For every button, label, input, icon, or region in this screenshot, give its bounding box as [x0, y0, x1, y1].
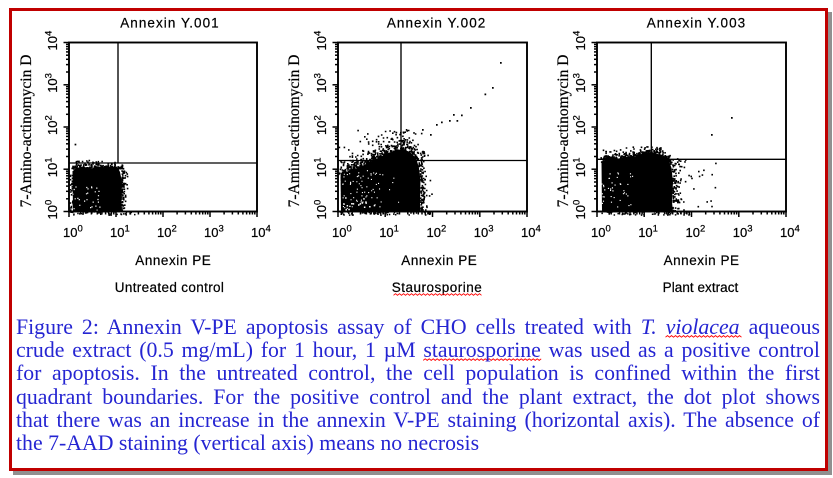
- svg-text:Annexin PE: Annexin PE: [401, 253, 477, 268]
- svg-text:7-Amino-actinomycin D: 7-Amino-actinomycin D: [18, 55, 35, 208]
- svg-text:103: 103: [313, 73, 330, 93]
- svg-text:102: 102: [157, 224, 177, 241]
- svg-text:103: 103: [733, 224, 753, 241]
- svg-text:101: 101: [572, 157, 589, 177]
- svg-text:104: 104: [780, 224, 800, 241]
- svg-text:102: 102: [44, 115, 61, 135]
- svg-text:101: 101: [313, 157, 330, 177]
- svg-text:104: 104: [521, 224, 541, 241]
- svg-text:Annexin Y.003: Annexin Y.003: [647, 16, 746, 31]
- svg-text:104: 104: [572, 31, 589, 51]
- svg-text:101: 101: [44, 157, 61, 177]
- svg-text:102: 102: [313, 115, 330, 135]
- svg-text:Annexin Y.001: Annexin Y.001: [120, 16, 219, 31]
- svg-text:102: 102: [572, 115, 589, 135]
- svg-text:100: 100: [63, 224, 83, 241]
- svg-text:103: 103: [474, 224, 494, 241]
- svg-text:103: 103: [44, 73, 61, 93]
- svg-text:100: 100: [313, 200, 330, 220]
- svg-text:Annexin Y.002: Annexin Y.002: [387, 16, 486, 31]
- svg-text:103: 103: [572, 73, 589, 93]
- svg-text:103: 103: [204, 224, 224, 241]
- svg-text:Annexin PE: Annexin PE: [135, 253, 211, 268]
- svg-text:Annexin PE: Annexin PE: [664, 253, 740, 268]
- svg-text:104: 104: [313, 31, 330, 51]
- svg-text:104: 104: [251, 224, 271, 241]
- svg-text:100: 100: [572, 200, 589, 220]
- svg-text:101: 101: [638, 224, 658, 241]
- svg-text:102: 102: [427, 224, 447, 241]
- svg-text:102: 102: [686, 224, 706, 241]
- svg-text:101: 101: [379, 224, 399, 241]
- svg-text:7-Amino-actinomycin D: 7-Amino-actinomycin D: [555, 55, 572, 208]
- svg-text:Plant extract: Plant extract: [663, 280, 739, 295]
- svg-text:104: 104: [44, 31, 61, 51]
- svg-text:Untreated control: Untreated control: [115, 280, 225, 295]
- svg-text:101: 101: [110, 224, 130, 241]
- svg-text:100: 100: [332, 224, 352, 241]
- svg-text:Staurosporine: Staurosporine: [392, 280, 483, 295]
- svg-text:100: 100: [591, 224, 611, 241]
- svg-text:100: 100: [44, 200, 61, 220]
- svg-text:7-Amino-actinomycin D: 7-Amino-actinomycin D: [286, 55, 303, 208]
